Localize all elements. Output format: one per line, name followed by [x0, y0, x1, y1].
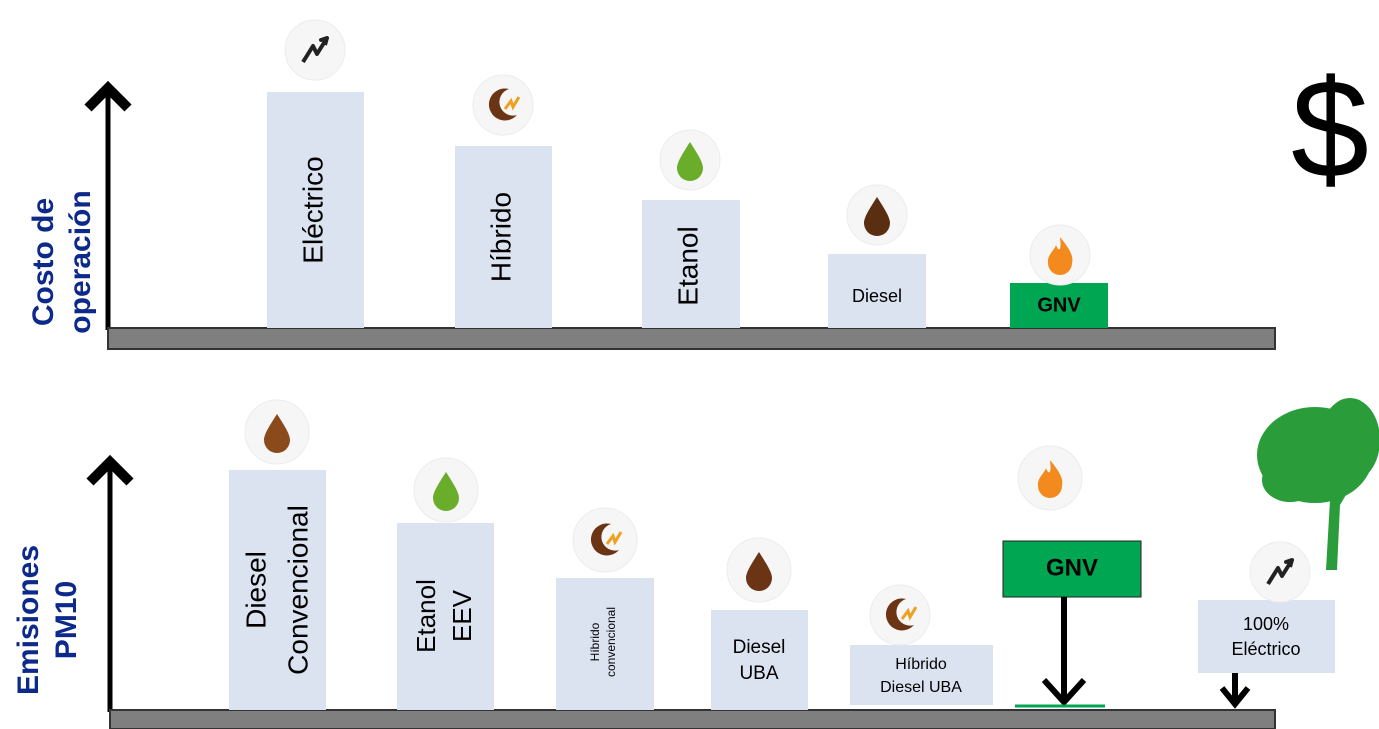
icon	[572, 507, 638, 573]
dollar-symbol: $	[1291, 50, 1369, 207]
bar	[267, 92, 364, 328]
bar	[1010, 283, 1108, 328]
down-arrow-head	[1219, 686, 1251, 709]
bar-label: Etanol	[672, 226, 703, 305]
bar	[850, 645, 993, 705]
bar	[642, 200, 740, 328]
bar	[556, 578, 654, 710]
bar-label: UBA	[739, 663, 778, 684]
bar	[397, 523, 494, 710]
bar	[828, 254, 926, 328]
gnv-box	[1002, 540, 1142, 598]
bar-label: Híbrido	[485, 192, 516, 282]
bar-label: Etanol	[411, 579, 441, 653]
bar	[711, 610, 808, 710]
ground	[109, 709, 1276, 729]
bar	[455, 146, 552, 328]
icon	[472, 74, 534, 136]
bar-label: Híbrido	[588, 622, 602, 661]
bar-label: Eléctrico	[297, 156, 328, 263]
bar-label: Diesel UBA	[880, 679, 962, 696]
bar-label: Diesel	[240, 551, 271, 629]
bar-label: Híbrido	[895, 656, 947, 673]
bar	[1198, 600, 1335, 673]
bar-label: GNV	[1046, 554, 1098, 581]
tree-icon	[1257, 398, 1379, 570]
bottom-panel: Emisiones PM10 Diesel Convencional Etano…	[12, 398, 1379, 729]
ground	[107, 327, 1276, 350]
bar-label: Diesel	[733, 637, 786, 658]
icon	[869, 584, 931, 646]
down-arrow-head	[1041, 677, 1087, 707]
bar-label: EEV	[447, 589, 477, 642]
bar-label: Eléctrico	[1231, 639, 1300, 659]
bar-label: GNV	[1037, 294, 1081, 316]
axis-label: Emisiones	[12, 545, 45, 695]
axis-label: Costo de	[27, 198, 60, 326]
top-panel: Costo de operación Eléctrico Híbrido Eta…	[27, 19, 1369, 350]
bar-label: convencional	[604, 607, 618, 677]
bar-label: Diesel	[852, 286, 902, 306]
axis-label: operación	[64, 190, 97, 333]
bar-label: Convencional	[282, 505, 313, 675]
bar	[229, 470, 326, 710]
bar-label: 100%	[1243, 614, 1289, 634]
axis-label: PM10	[50, 581, 83, 659]
